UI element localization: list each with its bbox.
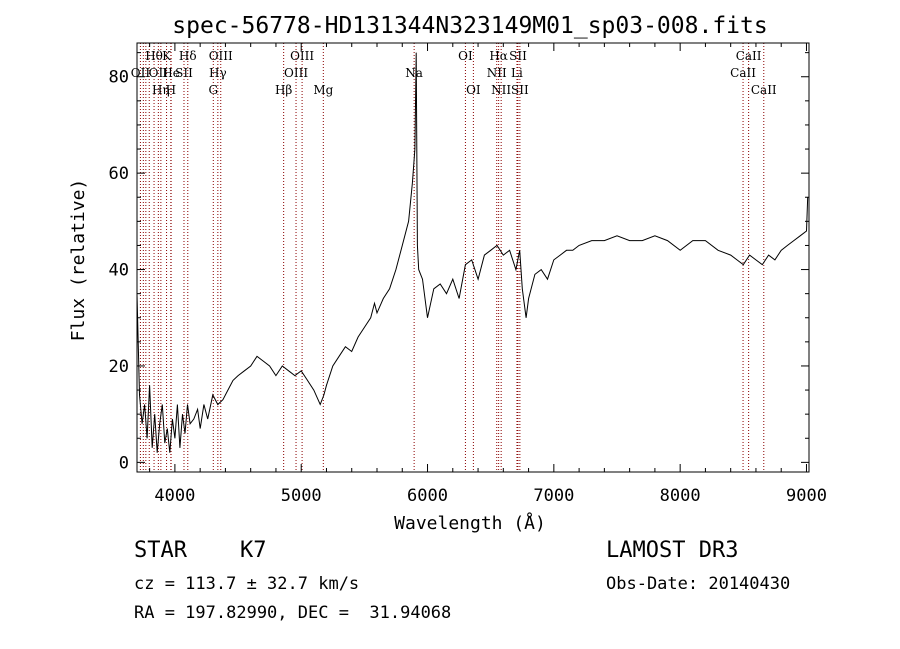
y-tick-label: 80: [109, 68, 129, 88]
object-type: STAR: [134, 538, 187, 563]
spectrum-line: [136, 52, 809, 453]
spectral-line-markers: [139, 43, 765, 472]
line-label: SII: [175, 66, 193, 80]
line-label: Mg: [313, 83, 333, 97]
line-label: OIII: [209, 49, 233, 63]
line-label: Hδ: [179, 49, 197, 63]
line-label: OI: [466, 83, 481, 97]
coordinates: RA = 197.82990, DEC = 31.94068: [134, 603, 452, 623]
y-axis-label: Flux (relative): [68, 179, 89, 342]
line-label: Hη: [152, 83, 170, 97]
y-tick-label: 0: [119, 453, 129, 473]
line-label: Hγ: [209, 66, 227, 80]
obs-date: Obs-Date: 20140430: [606, 574, 791, 594]
line-label: CaII: [736, 49, 762, 63]
y-tick-label: 60: [109, 164, 129, 184]
line-label: OII: [149, 66, 169, 80]
line-label: Li: [511, 66, 523, 80]
line-label: OI: [458, 49, 473, 63]
line-label: OIII: [290, 49, 314, 63]
chart-title: spec-56778-HD131344N323149M01_sp03-008.f…: [172, 13, 767, 39]
x-tick-label: 6000: [407, 486, 448, 506]
line-label: Na: [405, 66, 423, 80]
line-label: K: [162, 49, 172, 63]
line-label: SII: [509, 49, 527, 63]
line-label: Hα: [489, 49, 508, 63]
line-label: NII: [487, 66, 507, 80]
x-tick-label: 5000: [281, 486, 322, 506]
line-label: Hθ: [145, 49, 163, 63]
line-label: He: [162, 66, 180, 80]
survey-name: LAMOST DR3: [606, 538, 739, 563]
x-tick-label: 7000: [533, 486, 574, 506]
y-tick-label: 20: [109, 357, 129, 377]
line-label: NII: [491, 83, 511, 97]
line-label: CaII: [730, 66, 756, 80]
line-label: OII: [131, 66, 151, 80]
line-label: SII: [511, 83, 529, 97]
line-label: OIII: [284, 66, 308, 80]
line-label: Hβ: [275, 83, 292, 97]
spectral-subclass: K7: [240, 538, 267, 563]
line-label: G: [208, 83, 218, 97]
redshift-readout: cz = 113.7 ± 32.7 km/s: [134, 574, 360, 594]
line-label: CaII: [751, 83, 777, 97]
x-tick-label: 8000: [660, 486, 701, 506]
x-axis-label: Wavelength (Å): [394, 512, 546, 534]
y-axis-ticks: 0 20 40 60 80: [109, 52, 809, 473]
x-tick-label: 9000: [786, 486, 827, 506]
plot-frame: [136, 42, 810, 473]
y-tick-label: 40: [109, 261, 129, 281]
x-axis-ticks: 4000 5000 6000 7000 8000 9000: [149, 43, 827, 506]
line-label: H: [166, 83, 176, 97]
x-tick-label: 4000: [154, 486, 195, 506]
spectral-line-labels: OIIHθOIIHηKHeHSIIHδGHγOIIIHβOIIIOIIIMgNa…: [131, 49, 777, 97]
